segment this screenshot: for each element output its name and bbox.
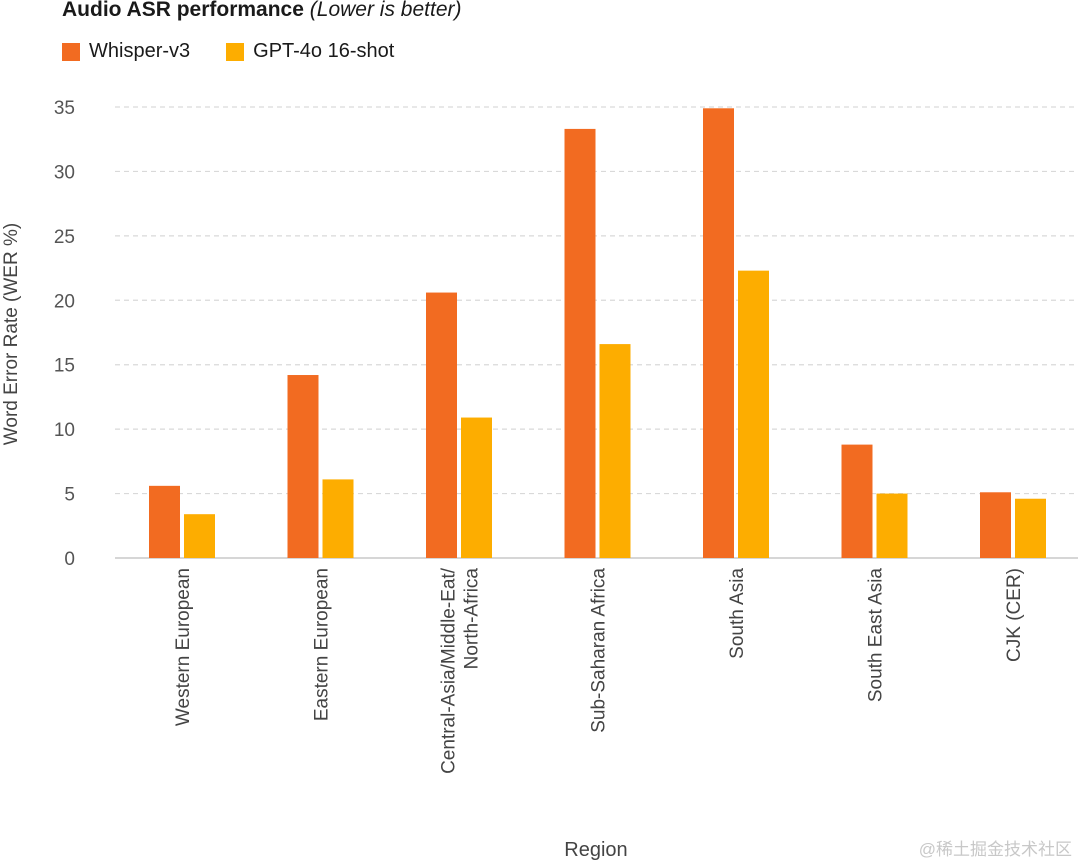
y-tick-label: 5 — [64, 485, 75, 506]
bar-whisper — [980, 492, 1011, 558]
y-tick-label: 30 — [54, 162, 75, 183]
legend-swatch-whisper — [62, 42, 80, 61]
x-tick-label: Western European — [173, 568, 194, 726]
bar-gpt4o — [322, 479, 354, 558]
y-tick-label: 20 — [54, 291, 75, 312]
bar-gpt4o — [184, 514, 215, 558]
y-axis-label: Word Error Rate (WER %) — [1, 223, 22, 445]
bar-whisper — [426, 292, 457, 558]
x-tick-label: South Asia — [727, 568, 748, 659]
bar-gpt4o — [876, 493, 908, 558]
y-tick-label: 25 — [54, 227, 75, 248]
legend-item-gpt4o: GPT-4o 16-shot — [226, 40, 394, 63]
watermark: @稀土掘金技术社区 — [918, 840, 1072, 859]
legend-label-gpt4o: GPT-4o 16-shot — [253, 40, 395, 62]
bar-whisper — [703, 108, 734, 558]
y-tick-label: 35 — [54, 98, 75, 119]
chart-title: Audio ASR performance (Lower is better) — [62, 0, 461, 22]
title-main: Audio ASR performance — [62, 0, 304, 21]
legend-label-whisper: Whisper-v3 — [89, 40, 191, 62]
y-tick-label: 15 — [54, 356, 75, 377]
x-tick-label: Sub-Saharan Africa — [589, 568, 610, 733]
bar-gpt4o — [599, 344, 631, 558]
x-tick-label: CJK (CER) — [1004, 568, 1025, 662]
x-axis-label: Region — [564, 839, 627, 861]
y-tick-label: 10 — [54, 420, 75, 441]
x-tick-label: Eastern European — [312, 568, 333, 721]
bar-whisper — [564, 128, 596, 559]
bar-whisper — [841, 444, 873, 558]
y-tick-label: 0 — [64, 549, 75, 570]
legend-swatch-gpt4o — [226, 42, 245, 61]
title-subtitle: (Lower is better) — [309, 0, 462, 21]
bar-gpt4o — [1015, 498, 1046, 558]
bar-whisper — [149, 485, 180, 558]
bar-gpt4o — [738, 270, 769, 558]
legend: Whisper-v3 GPT-4o 16-shot — [62, 40, 430, 63]
x-tick-label: Central-Asia/Middle-Eat/North-Africa — [439, 567, 483, 774]
legend-item-whisper: Whisper-v3 — [62, 40, 190, 63]
x-tick-label: South East Asia — [866, 568, 887, 703]
bar-gpt4o — [461, 417, 492, 558]
bar-whisper — [287, 375, 319, 558]
